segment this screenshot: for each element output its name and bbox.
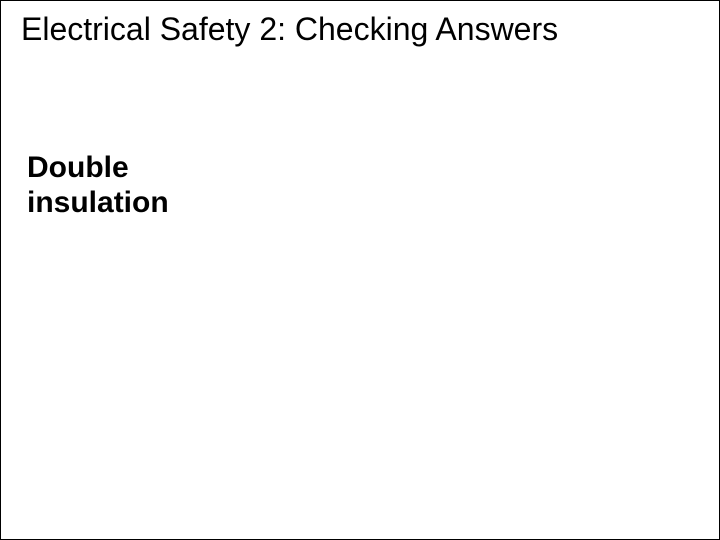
slide-title: Electrical Safety 2: Checking Answers [21,11,558,48]
slide: Electrical Safety 2: Checking Answers Do… [0,0,720,540]
subhead-line-2: insulation [27,186,169,219]
slide-subheading: Double insulation [27,151,169,220]
subhead-line-1: Double [27,151,129,184]
